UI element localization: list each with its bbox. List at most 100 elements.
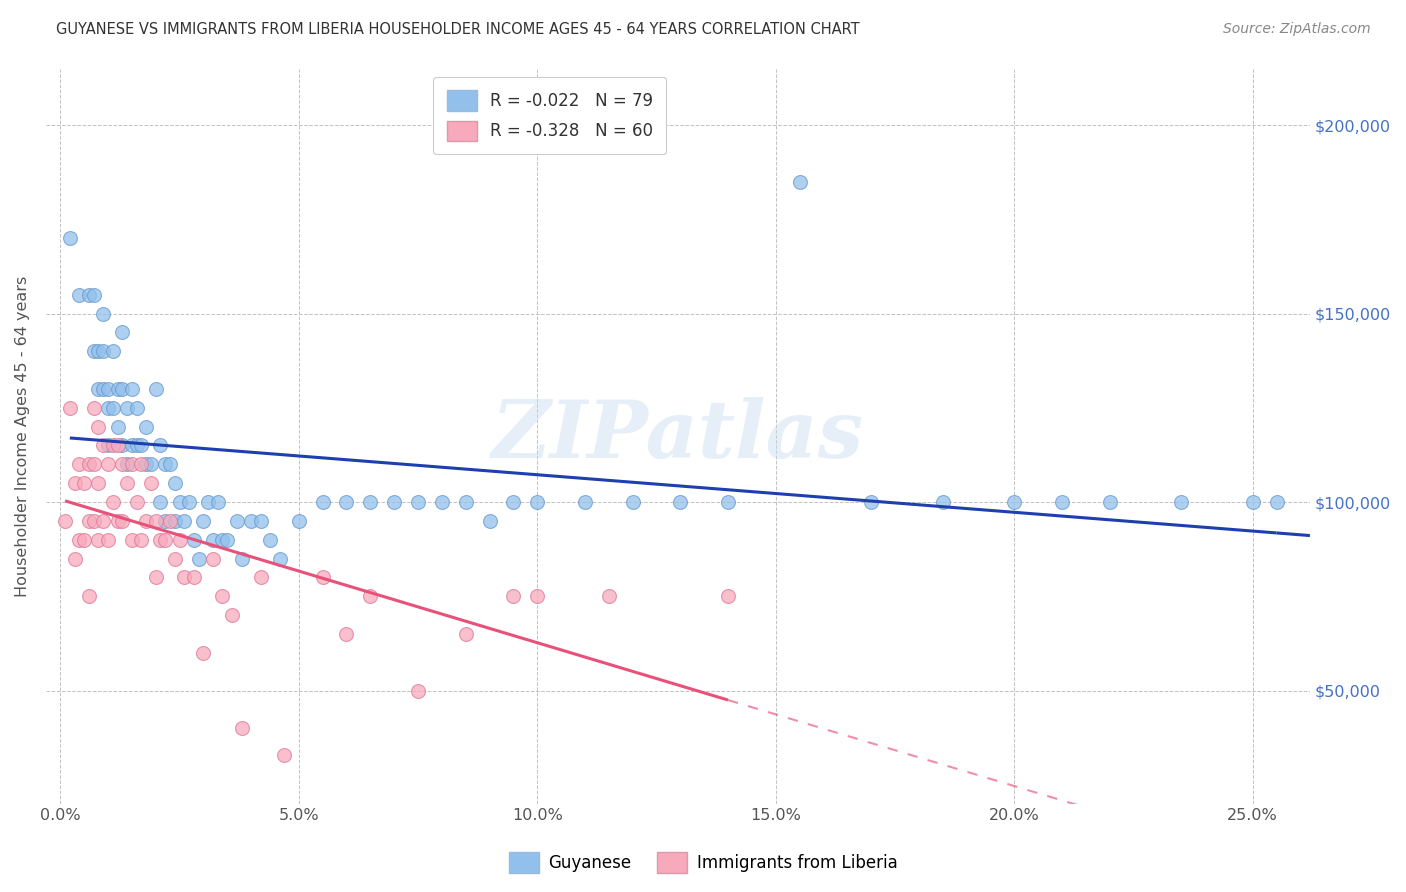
Point xyxy=(115,476,138,491)
Point xyxy=(101,344,124,359)
Point xyxy=(273,747,295,762)
Point xyxy=(1241,495,1264,509)
Point xyxy=(221,608,243,623)
Point xyxy=(931,495,953,509)
Point xyxy=(87,476,110,491)
Point xyxy=(97,533,120,547)
Point xyxy=(193,514,215,528)
Point xyxy=(159,458,181,472)
Point xyxy=(83,458,105,472)
Point xyxy=(669,495,692,509)
Point xyxy=(145,514,167,528)
Text: GUYANESE VS IMMIGRANTS FROM LIBERIA HOUSEHOLDER INCOME AGES 45 - 64 YEARS CORREL: GUYANESE VS IMMIGRANTS FROM LIBERIA HOUS… xyxy=(56,22,860,37)
Point xyxy=(860,495,883,509)
Point xyxy=(173,570,195,584)
Point xyxy=(83,287,105,301)
Point xyxy=(121,458,143,472)
Point xyxy=(107,419,129,434)
Point xyxy=(163,514,186,528)
Point xyxy=(111,514,134,528)
Y-axis label: Householder Income Ages 45 - 64 years: Householder Income Ages 45 - 64 years xyxy=(15,276,30,597)
Point xyxy=(717,495,740,509)
Point xyxy=(217,533,239,547)
Point xyxy=(311,570,333,584)
Point xyxy=(225,514,247,528)
Point xyxy=(621,495,644,509)
Point xyxy=(63,551,86,566)
Point xyxy=(211,533,233,547)
Point xyxy=(77,514,100,528)
Point xyxy=(717,589,740,603)
Point xyxy=(231,551,253,566)
Point xyxy=(249,514,271,528)
Point xyxy=(1170,495,1192,509)
Point xyxy=(155,533,177,547)
Point xyxy=(1002,495,1025,509)
Point xyxy=(359,589,381,603)
Point xyxy=(111,458,134,472)
Point xyxy=(183,533,205,547)
Point xyxy=(97,438,120,452)
Point xyxy=(111,382,134,396)
Point xyxy=(163,551,186,566)
Point xyxy=(177,495,200,509)
Point xyxy=(83,514,105,528)
Point xyxy=(111,438,134,452)
Point xyxy=(101,495,124,509)
Point xyxy=(77,458,100,472)
Point xyxy=(87,533,110,547)
Point xyxy=(135,419,157,434)
Point xyxy=(53,514,76,528)
Point xyxy=(406,495,429,509)
Point xyxy=(574,495,596,509)
Point xyxy=(125,401,148,415)
Point xyxy=(115,401,138,415)
Point xyxy=(287,514,309,528)
Point xyxy=(1265,495,1288,509)
Point xyxy=(67,533,90,547)
Point xyxy=(87,419,110,434)
Point xyxy=(83,401,105,415)
Text: ZIPatlas: ZIPatlas xyxy=(492,397,865,475)
Point xyxy=(115,458,138,472)
Point xyxy=(121,438,143,452)
Point xyxy=(87,344,110,359)
Point xyxy=(1050,495,1073,509)
Point xyxy=(173,514,195,528)
Point xyxy=(91,307,114,321)
Point xyxy=(201,533,224,547)
Point xyxy=(598,589,620,603)
Point xyxy=(526,589,548,603)
Point xyxy=(155,514,177,528)
Point xyxy=(131,533,153,547)
Point xyxy=(131,458,153,472)
Point xyxy=(149,533,172,547)
Point xyxy=(145,570,167,584)
Point xyxy=(1098,495,1121,509)
Point xyxy=(135,514,157,528)
Point xyxy=(155,458,177,472)
Point xyxy=(502,495,524,509)
Point xyxy=(335,495,357,509)
Point xyxy=(187,551,209,566)
Point xyxy=(193,646,215,660)
Point xyxy=(97,382,120,396)
Point xyxy=(502,589,524,603)
Point xyxy=(101,438,124,452)
Point xyxy=(87,382,110,396)
Point xyxy=(111,326,134,340)
Point xyxy=(145,382,167,396)
Point xyxy=(240,514,263,528)
Point xyxy=(169,533,191,547)
Point xyxy=(107,514,129,528)
Legend: Guyanese, Immigrants from Liberia: Guyanese, Immigrants from Liberia xyxy=(502,846,904,880)
Point xyxy=(131,438,153,452)
Point xyxy=(125,495,148,509)
Point xyxy=(149,495,172,509)
Point xyxy=(77,287,100,301)
Point xyxy=(97,401,120,415)
Point xyxy=(107,438,129,452)
Point xyxy=(97,458,120,472)
Text: Source: ZipAtlas.com: Source: ZipAtlas.com xyxy=(1223,22,1371,37)
Point xyxy=(789,175,811,189)
